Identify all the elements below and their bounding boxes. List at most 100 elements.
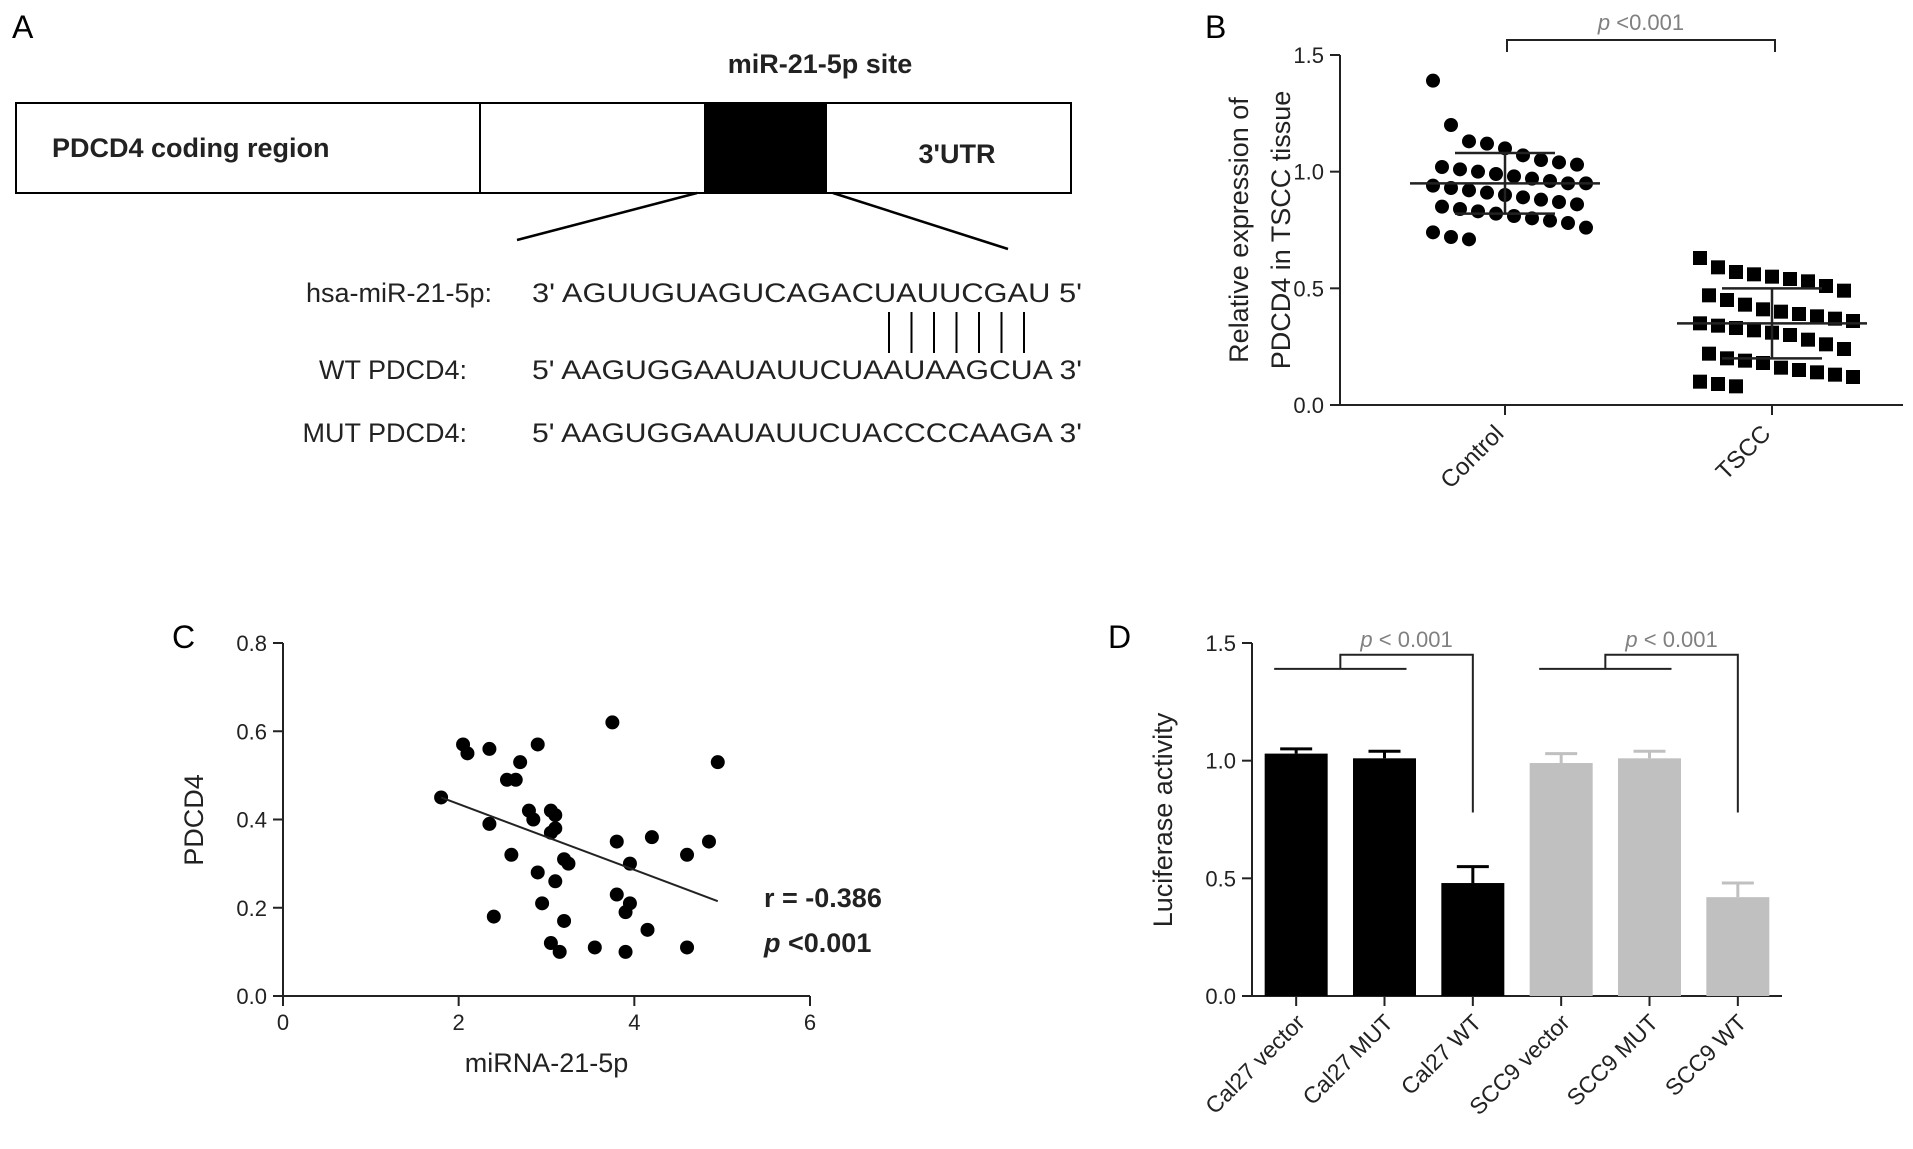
y-tick-label: 0.0	[236, 984, 267, 1009]
sequence-rows: hsa-miR-21-5p: 3' AGUUGUAGUCAGACUAUUCGAU …	[302, 278, 1082, 448]
zoom-line-right	[832, 191, 1009, 251]
data-point	[543, 936, 558, 951]
data-point	[552, 944, 567, 959]
significance-bracket-2	[1604, 653, 1739, 813]
panel-letter-d: D	[1108, 619, 1131, 655]
control-point	[1516, 190, 1530, 205]
data-point	[680, 847, 695, 862]
panel-d-bar-chart: 0.0 0.5 1.0 1.5 Luciferase activity Cal27 vec…	[1148, 627, 1782, 1120]
y-tick-label: 0.2	[236, 896, 267, 921]
bar-6	[1706, 897, 1770, 996]
mir-site-label: miR-21-5p site	[728, 49, 913, 79]
tscc-point	[1702, 288, 1716, 303]
significance-bracket-1	[1339, 653, 1474, 813]
control-point	[1534, 153, 1548, 167]
control-point	[1579, 220, 1593, 235]
data-point	[508, 772, 523, 787]
x-tick-label: SCC9 WT	[1660, 1009, 1752, 1101]
regression-line	[440, 796, 719, 903]
tscc-point	[1693, 251, 1707, 265]
r-value-label: r = -0.386	[764, 883, 882, 913]
tscc-point	[1756, 302, 1770, 317]
data-point	[710, 755, 725, 770]
data-point	[622, 896, 637, 911]
x-tick-label: 2	[453, 1010, 465, 1035]
data-point	[504, 847, 519, 862]
control-point	[1552, 195, 1566, 209]
x-tick-label: Cal27 WT	[1396, 1009, 1487, 1100]
control-point	[1471, 204, 1485, 219]
tscc-point	[1729, 265, 1743, 279]
data-point	[557, 913, 572, 928]
control-point	[1552, 155, 1566, 170]
control-point	[1480, 136, 1494, 151]
tscc-point	[1747, 323, 1761, 338]
data-point	[530, 865, 545, 880]
x-tick-label: 0	[277, 1010, 289, 1035]
panel-b-scatter: 0.0 0.5 1.0 1.5 Control TSCC Relative expressi…	[1224, 10, 1903, 494]
control-point	[1462, 232, 1476, 247]
utr-label: 3'UTR	[919, 139, 996, 169]
x-tick-label: Cal27 vector	[1200, 1009, 1310, 1119]
data-point	[644, 830, 659, 845]
data-point	[609, 834, 624, 849]
y-axis-label: PDCD4	[179, 774, 209, 866]
panel-letter-b: B	[1205, 9, 1226, 45]
control-point	[1435, 199, 1449, 214]
control-point	[1534, 192, 1548, 207]
y-tick-label: 0.8	[236, 631, 267, 656]
tscc-point	[1819, 279, 1833, 293]
base-pair-lines	[888, 312, 1025, 353]
panel-letter-a: A	[12, 9, 34, 45]
data-point	[513, 755, 528, 770]
p-value-label: p <0.001	[763, 928, 871, 958]
bar-4	[1529, 763, 1593, 996]
tscc-point	[1711, 260, 1725, 275]
transcript-box	[15, 102, 1072, 194]
tscc-point	[1774, 304, 1788, 319]
bar-3	[1441, 883, 1505, 996]
data-point	[482, 741, 497, 756]
control-point	[1570, 197, 1584, 212]
data-point	[460, 746, 475, 761]
sequence-0: 3' AGUUGUAGUCAGACUAUUCGAU 5'	[532, 278, 1082, 308]
tscc-point	[1774, 360, 1788, 375]
tscc-point	[1846, 314, 1860, 328]
tscc-point	[1711, 318, 1725, 333]
data-point	[587, 940, 602, 955]
y-tick-label: 0.5	[1293, 276, 1324, 301]
control-point	[1507, 209, 1521, 223]
bar-5	[1618, 758, 1681, 996]
tscc-point	[1720, 293, 1734, 307]
data-point	[535, 896, 550, 911]
y-axis-label-line2: PDCD4 in TSCC tissue	[1266, 91, 1296, 370]
x-tick-label: TSCC	[1711, 420, 1776, 485]
significance-label: p <0.001	[1597, 10, 1684, 35]
control-point	[1426, 178, 1440, 193]
tscc-point	[1819, 337, 1833, 352]
tscc-point	[1693, 374, 1707, 389]
tscc-point	[1828, 367, 1842, 382]
tscc-point	[1801, 274, 1815, 289]
control-point	[1516, 148, 1530, 163]
data-point	[640, 922, 655, 937]
coding-region-label: PDCD4 coding region	[52, 133, 330, 163]
control-point	[1471, 164, 1485, 179]
x-tick-label: 4	[628, 1010, 640, 1035]
tscc-point	[1747, 267, 1761, 282]
x-tick-label: Cal27 MUT	[1297, 1009, 1398, 1110]
y-tick-label: 0.0	[1293, 393, 1324, 418]
panel-c-correlation: 0.0 0.2 0.4 0.6 0.8 0 2 4 6 miRNA-21-5p PDCD4 r = -…	[179, 631, 882, 1078]
data-point	[701, 834, 716, 849]
data-point	[680, 940, 695, 955]
sequence-1: 5' AAGUGGAAUAUUCUAAUAAGCUA 3'	[532, 355, 1082, 385]
y-tick-label: 0.0	[1205, 984, 1236, 1009]
y-tick-label: 0.6	[236, 719, 267, 744]
data-point	[548, 874, 563, 889]
tscc-point	[1738, 353, 1752, 368]
tscc-point	[1729, 379, 1743, 394]
y-tick-label: 0.5	[1205, 866, 1236, 891]
control-point	[1426, 73, 1440, 88]
tscc-point	[1837, 342, 1851, 356]
